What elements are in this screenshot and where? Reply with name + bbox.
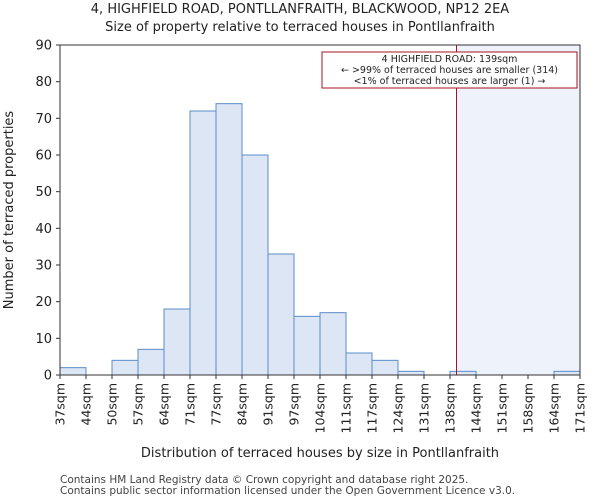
x-tick-label: 124sqm xyxy=(391,383,406,433)
y-tick-label: 70 xyxy=(35,112,52,127)
marker-annotation: 4 HIGHFIELD ROAD: 139sqm ← >99% of terra… xyxy=(321,51,578,89)
y-tick-label: 20 xyxy=(35,295,52,310)
bar-71sqm xyxy=(189,110,217,376)
bar-111sqm xyxy=(345,352,373,376)
bar-138sqm xyxy=(449,370,477,376)
x-tick-label: 77sqm xyxy=(209,383,224,426)
footer-line-1: Contains HM Land Registry data © Crown c… xyxy=(60,474,469,486)
footer-line-2: Contains public sector information licen… xyxy=(60,485,516,497)
annotation-box xyxy=(321,51,578,89)
x-tick-label: 151sqm xyxy=(495,383,510,433)
bar-164sqm xyxy=(553,370,581,376)
y-tick-label: 90 xyxy=(35,39,52,54)
chart-subtitle: Size of property relative to terraced ho… xyxy=(105,20,495,35)
y-tick-label: 30 xyxy=(35,259,52,274)
x-axis-label: Distribution of terraced houses by size … xyxy=(141,446,499,461)
x-tick-label: 71sqm xyxy=(183,383,198,426)
bar-57sqm xyxy=(137,348,165,376)
annotation-line-3: <1% of terraced houses are larger (1) → xyxy=(354,76,546,87)
y-tick-label: 10 xyxy=(35,332,52,347)
y-axis-label: Number of terraced properties xyxy=(2,111,17,310)
bar-84sqm xyxy=(241,154,269,376)
x-tick-label: 164sqm xyxy=(547,383,562,433)
x-tick-label: 144sqm xyxy=(469,383,484,433)
x-tick-label: 64sqm xyxy=(157,383,172,426)
annotation-line-1: 4 HIGHFIELD ROAD: 139sqm xyxy=(382,54,518,65)
bar-37sqm xyxy=(59,367,87,376)
bar-97sqm xyxy=(293,315,321,376)
x-tick-label: 117sqm xyxy=(365,383,380,433)
bar-91sqm xyxy=(267,253,295,376)
x-tick-label: 44sqm xyxy=(79,383,94,426)
bar-77sqm xyxy=(215,103,243,376)
x-tick-label: 111sqm xyxy=(339,383,354,433)
y-tick-label: 80 xyxy=(35,75,52,90)
y-tick-label: 60 xyxy=(35,149,52,164)
bar-50sqm xyxy=(111,359,139,376)
y-tick-label: 50 xyxy=(35,185,52,200)
bar-117sqm xyxy=(371,359,399,376)
x-tick-label: 171sqm xyxy=(573,383,588,433)
x-tick-label: 57sqm xyxy=(131,383,146,426)
bar-104sqm xyxy=(319,312,347,376)
x-tick-label: 97sqm xyxy=(287,383,302,426)
bar-124sqm xyxy=(397,370,425,376)
x-tick-label: 84sqm xyxy=(235,383,250,426)
x-tick-label: 158sqm xyxy=(521,383,536,433)
annotation-line-2: ← >99% of terraced houses are smaller (3… xyxy=(341,65,558,76)
x-tick-label: 138sqm xyxy=(443,383,458,433)
y-tick-label: 0 xyxy=(44,369,52,384)
x-tick-label: 131sqm xyxy=(417,383,432,433)
x-tick-label: 91sqm xyxy=(261,383,276,426)
larger-region-highlight xyxy=(456,45,580,375)
x-tick-label: 50sqm xyxy=(105,383,120,426)
x-tick-label: 104sqm xyxy=(313,383,328,433)
chart-title: 4, HIGHFIELD ROAD, PONTLLANFRAITH, BLACK… xyxy=(90,2,510,17)
x-tick-label: 37sqm xyxy=(53,383,68,426)
y-tick-label: 40 xyxy=(35,222,52,237)
bar-64sqm xyxy=(163,308,191,376)
